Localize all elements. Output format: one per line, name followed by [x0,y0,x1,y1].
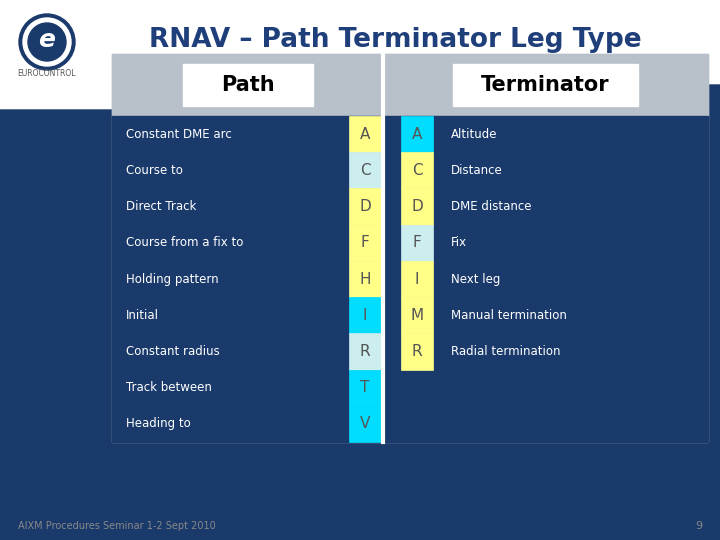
Text: Direct Track: Direct Track [126,200,197,213]
Circle shape [23,18,71,66]
Text: Fix: Fix [451,237,467,249]
Text: V: V [360,416,370,431]
Text: M: M [410,308,424,323]
Text: Course to: Course to [126,164,183,177]
Bar [401,333,433,369]
Polygon shape [0,85,720,540]
Text: I: I [363,308,367,323]
Bar [453,64,638,106]
Text: H: H [359,272,371,287]
Text: T: T [361,380,370,395]
Circle shape [19,14,75,70]
Text: D: D [411,199,423,214]
Text: AIXM Procedures Seminar 1-2 Sept 2010: AIXM Procedures Seminar 1-2 Sept 2010 [18,521,216,531]
Circle shape [28,23,66,61]
Text: e: e [38,28,55,52]
Bar [401,297,433,333]
Text: RNAV – Path Terminator Leg Type: RNAV – Path Terminator Leg Type [149,27,642,53]
Bar [401,188,433,225]
Text: I: I [415,272,420,287]
Bar [183,64,312,106]
Text: A: A [360,126,370,141]
Text: Holding pattern: Holding pattern [126,273,219,286]
Text: Initial: Initial [126,309,159,322]
Text: Altitude: Altitude [451,127,498,140]
Text: R: R [412,344,423,359]
Text: Track between: Track between [126,381,212,394]
Bar [349,225,381,261]
Bar [349,297,381,333]
Bar [112,54,708,442]
Bar [349,406,381,442]
Text: EUROCONTROL: EUROCONTROL [18,70,76,78]
Text: Radial termination: Radial termination [451,345,561,358]
Bar [401,225,433,261]
Text: Heading to: Heading to [126,417,191,430]
Text: Terminator: Terminator [481,75,610,95]
Text: F: F [413,235,421,250]
Bar [349,261,381,297]
Text: C: C [412,163,423,178]
Bar [401,116,433,152]
Text: A: A [412,126,423,141]
Text: Path: Path [221,75,274,95]
Bar [401,152,433,188]
Text: D: D [359,199,371,214]
Text: Manual termination: Manual termination [451,309,567,322]
Bar [401,261,433,297]
Bar [112,116,708,442]
Text: 9: 9 [695,521,702,531]
Bar [349,369,381,406]
Text: DME distance: DME distance [451,200,531,213]
Bar [349,333,381,369]
Text: Constant radius: Constant radius [126,345,220,358]
Bar [349,116,381,152]
Bar [349,152,381,188]
Bar [453,64,638,106]
Text: Constant DME arc: Constant DME arc [126,127,232,140]
Text: F: F [361,235,369,250]
Bar [183,64,312,106]
Text: R: R [360,344,371,359]
Bar [0,0,720,110]
Text: Course from a fix to: Course from a fix to [126,237,243,249]
Text: Next leg: Next leg [451,273,500,286]
Bar [349,188,381,225]
Bar [112,54,708,116]
Bar [112,54,708,442]
Text: Distance: Distance [451,164,503,177]
Text: C: C [360,163,371,178]
